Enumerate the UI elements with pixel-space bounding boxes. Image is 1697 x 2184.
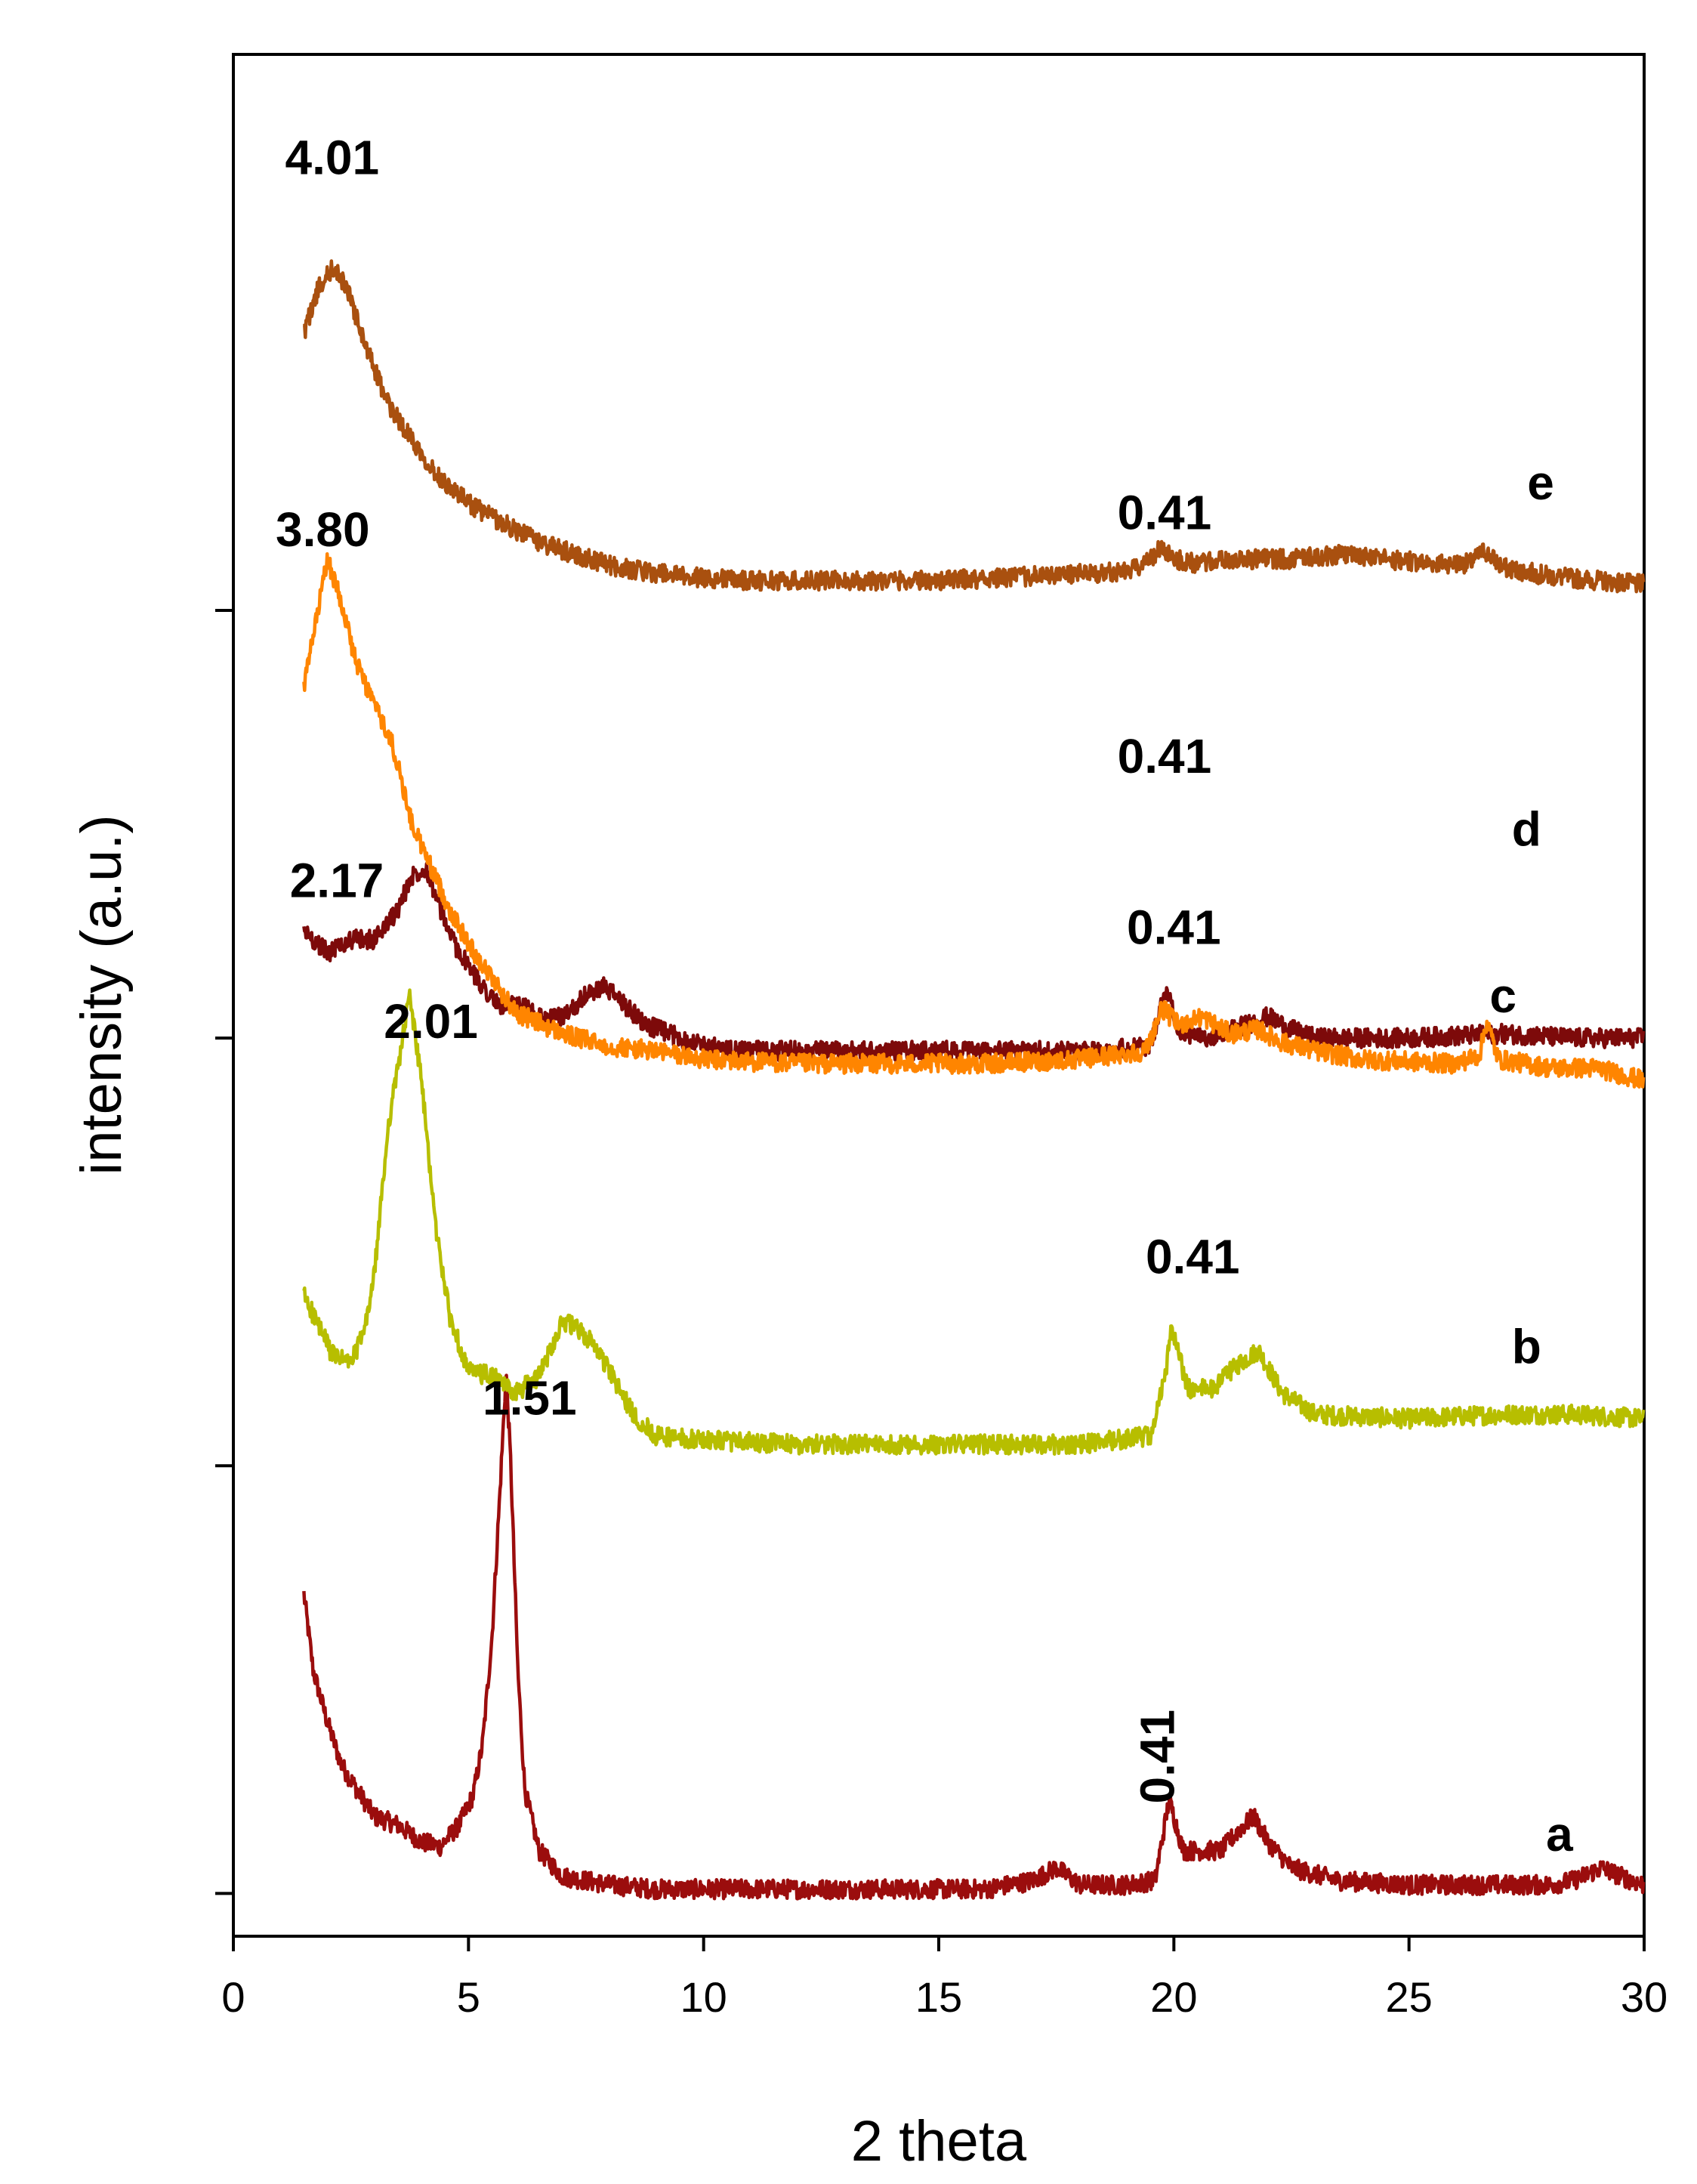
series-line-b <box>302 988 1646 1456</box>
series-line-a <box>302 1373 1646 1901</box>
x-tick-label: 25 <box>1386 1973 1433 2021</box>
series-layer <box>302 259 1646 1901</box>
series-line-d <box>302 551 1646 1089</box>
peak-label: 0.41 <box>1118 485 1212 539</box>
y-axis <box>215 608 233 1895</box>
peak-label: 0.41 <box>1118 729 1212 783</box>
peak-label: 2.17 <box>290 853 384 907</box>
x-tick-label: 5 <box>457 1973 480 2021</box>
x-tick-label: 30 <box>1621 1973 1668 2021</box>
series-label-b: b <box>1512 1319 1541 1373</box>
series-label-e: e <box>1527 456 1554 510</box>
series-label-a: a <box>1546 1807 1573 1861</box>
peak-label: 1.51 <box>483 1370 577 1425</box>
series-label-c: c <box>1489 968 1517 1023</box>
annotation-layer: 1.51 0.41 a 2.01 0.41 b 2.17 0.41 c 3.80 0.41 d 4.01… <box>276 131 1573 1861</box>
x-tick-label: 15 <box>915 1973 962 2021</box>
peak-label: 0.41 <box>1127 900 1221 955</box>
peak-label: 4.01 <box>285 131 379 185</box>
peak-label: 0.41 <box>1130 1710 1184 1804</box>
series-label-d: d <box>1512 802 1541 856</box>
x-tick-label: 10 <box>680 1973 727 2021</box>
peak-label: 0.41 <box>1146 1229 1240 1284</box>
y-axis-title: intensity (a.u.) <box>69 814 134 1175</box>
peak-label: 2.01 <box>384 994 478 1049</box>
series-line-c <box>302 861 1646 1063</box>
peak-label: 3.80 <box>276 502 370 557</box>
x-tick-label: 20 <box>1150 1973 1197 2021</box>
series-line-e <box>302 259 1646 594</box>
x-tick-label: 0 <box>221 1973 245 2021</box>
x-axis-title: 2 theta <box>851 2109 1027 2173</box>
x-axis: 0 5 10 15 20 25 30 <box>221 1936 1668 2021</box>
